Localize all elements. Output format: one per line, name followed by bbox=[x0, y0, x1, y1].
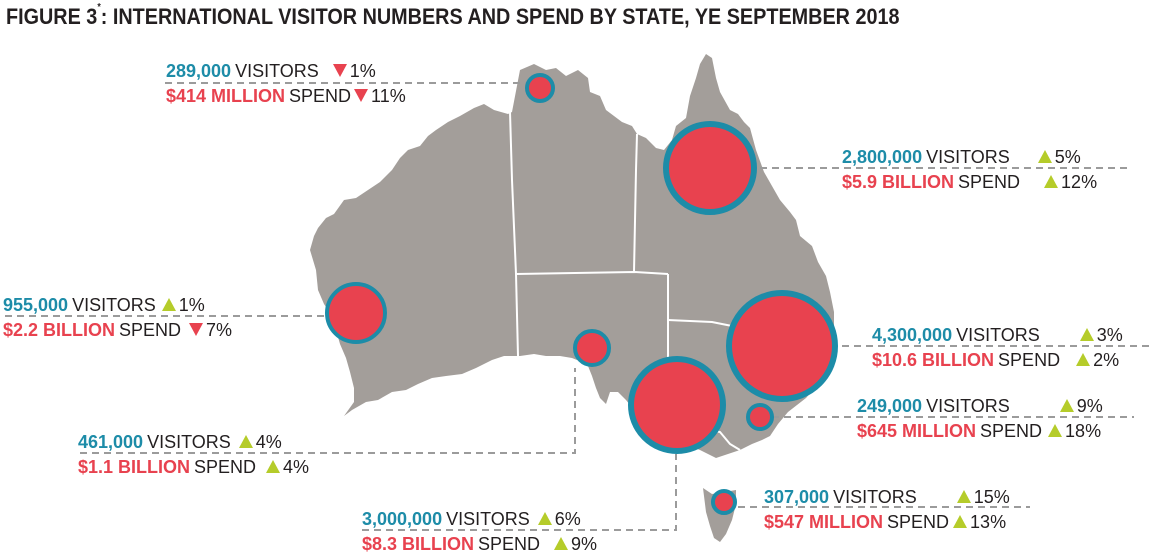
visitor-count: 289,000 bbox=[166, 60, 232, 81]
spend-amount: $10.6 BILLION bbox=[872, 349, 995, 370]
label-nsw: 4,300,000 VISITORS 3% $10.6 BILLION SPEND 2% bbox=[872, 322, 1123, 372]
up-arrow-icon bbox=[161, 298, 176, 311]
bubble-qld[interactable] bbox=[663, 121, 757, 215]
spend-change: 13% bbox=[970, 511, 1007, 532]
mainland-outline bbox=[310, 54, 834, 458]
visitor-count: 4,300,000 bbox=[872, 324, 953, 345]
label-nt: 289,000 VISITORS 1% $414 MILLION SPEND 11% bbox=[166, 58, 406, 108]
up-arrow-icon bbox=[266, 460, 281, 473]
figure-title: FIGURE 3*: INTERNATIONAL VISITOR NUMBERS… bbox=[6, 2, 900, 30]
spend-label: SPEND bbox=[887, 511, 950, 532]
visitor-change: 1% bbox=[178, 294, 205, 315]
spend-amount: $547 MILLION bbox=[764, 511, 884, 532]
spend-change: 9% bbox=[571, 533, 598, 554]
up-arrow-icon bbox=[1037, 150, 1052, 163]
up-arrow-icon bbox=[1059, 399, 1074, 412]
up-arrow-icon bbox=[1076, 353, 1091, 366]
spend-amount: $1.1 BILLION bbox=[78, 456, 191, 477]
visitor-change: 5% bbox=[1054, 146, 1081, 167]
spend-label: SPEND bbox=[119, 319, 182, 340]
spend-label: SPEND bbox=[289, 85, 352, 106]
spend-amount: $2.2 BILLION bbox=[3, 319, 116, 340]
visitors-label: VISITORS bbox=[72, 294, 156, 315]
spend-change: 7% bbox=[206, 319, 233, 340]
up-arrow-icon bbox=[537, 512, 552, 525]
spend-change: 2% bbox=[1093, 349, 1120, 370]
up-arrow-icon bbox=[1044, 175, 1059, 188]
spend-label: SPEND bbox=[478, 533, 541, 554]
visitor-change: 3% bbox=[1096, 324, 1123, 345]
label-qld: 2,800,000 VISITORS 5% $5.9 BILLION SPEND 12% bbox=[842, 144, 1097, 194]
up-arrow-icon bbox=[554, 537, 569, 550]
visitors-label: VISITORS bbox=[956, 324, 1040, 345]
bubble-wa[interactable] bbox=[325, 282, 387, 344]
bubble-vic[interactable] bbox=[628, 356, 726, 454]
visitors-label: VISITORS bbox=[235, 60, 319, 81]
up-arrow-icon bbox=[238, 435, 253, 448]
spend-amount: $414 MILLION bbox=[166, 85, 286, 106]
down-arrow-icon bbox=[354, 89, 369, 102]
bubbles bbox=[325, 73, 838, 515]
visitor-change: 6% bbox=[554, 508, 581, 529]
visitors-label: VISITORS bbox=[833, 486, 917, 507]
up-arrow-icon bbox=[1048, 424, 1063, 437]
visitor-change: 15% bbox=[973, 486, 1010, 507]
bubble-tas[interactable] bbox=[711, 489, 737, 515]
visitor-count: 3,000,000 bbox=[362, 508, 443, 529]
visitor-change: 9% bbox=[1076, 395, 1103, 416]
label-sa: 461,000 VISITORS 4% $1.1 BILLION SPEND 4% bbox=[78, 429, 309, 479]
visitor-count: 249,000 bbox=[857, 395, 923, 416]
title-prefix: FIGURE 3 bbox=[6, 4, 98, 29]
down-arrow-icon bbox=[332, 64, 347, 77]
bubble-nt[interactable] bbox=[525, 73, 555, 103]
spend-label: SPEND bbox=[980, 420, 1043, 441]
down-arrow-icon bbox=[189, 323, 204, 336]
visitors-label: VISITORS bbox=[926, 146, 1010, 167]
up-arrow-icon bbox=[953, 515, 968, 528]
spend-amount: $5.9 BILLION bbox=[842, 171, 955, 192]
bubble-nsw[interactable] bbox=[726, 290, 838, 402]
spend-change: 11% bbox=[371, 85, 406, 106]
up-arrow-icon bbox=[1079, 328, 1094, 341]
spend-label: SPEND bbox=[958, 171, 1021, 192]
spend-change: 4% bbox=[283, 456, 310, 477]
visitors-label: VISITORS bbox=[446, 508, 530, 529]
bubble-sa[interactable] bbox=[573, 329, 611, 367]
spend-change: 18% bbox=[1065, 420, 1102, 441]
bubble-act[interactable] bbox=[746, 403, 774, 431]
leader-lines bbox=[5, 82, 1150, 531]
visitor-count: 955,000 bbox=[3, 294, 69, 315]
spend-amount: $8.3 BILLION bbox=[362, 533, 475, 554]
title-footnote-marker: * bbox=[97, 2, 101, 13]
spend-amount: $645 MILLION bbox=[857, 420, 977, 441]
visitors-label: VISITORS bbox=[147, 431, 231, 452]
label-act: 249,000 VISITORS 9% $645 MILLION SPEND 18% bbox=[857, 393, 1103, 443]
spend-label: SPEND bbox=[194, 456, 257, 477]
up-arrow-icon bbox=[956, 490, 971, 503]
visitor-count: 461,000 bbox=[78, 431, 144, 452]
label-tas: 307,000 VISITORS 15% $547 MILLION SPEND 13% bbox=[764, 484, 1010, 534]
visitor-count: 2,800,000 bbox=[842, 146, 923, 167]
spend-label: SPEND bbox=[998, 349, 1061, 370]
visitor-change: 4% bbox=[255, 431, 282, 452]
label-wa: 955,000 VISITORS 1% $2.2 BILLION SPEND 7% bbox=[3, 292, 232, 342]
title-text: : INTERNATIONAL VISITOR NUMBERS AND SPEN… bbox=[100, 4, 900, 29]
visitor-change: 1% bbox=[349, 60, 376, 81]
spend-change: 12% bbox=[1061, 171, 1098, 192]
visitor-count: 307,000 bbox=[764, 486, 830, 507]
visitors-label: VISITORS bbox=[926, 395, 1010, 416]
label-vic: 3,000,000 VISITORS 6% $8.3 BILLION SPEND 9% bbox=[362, 506, 597, 556]
